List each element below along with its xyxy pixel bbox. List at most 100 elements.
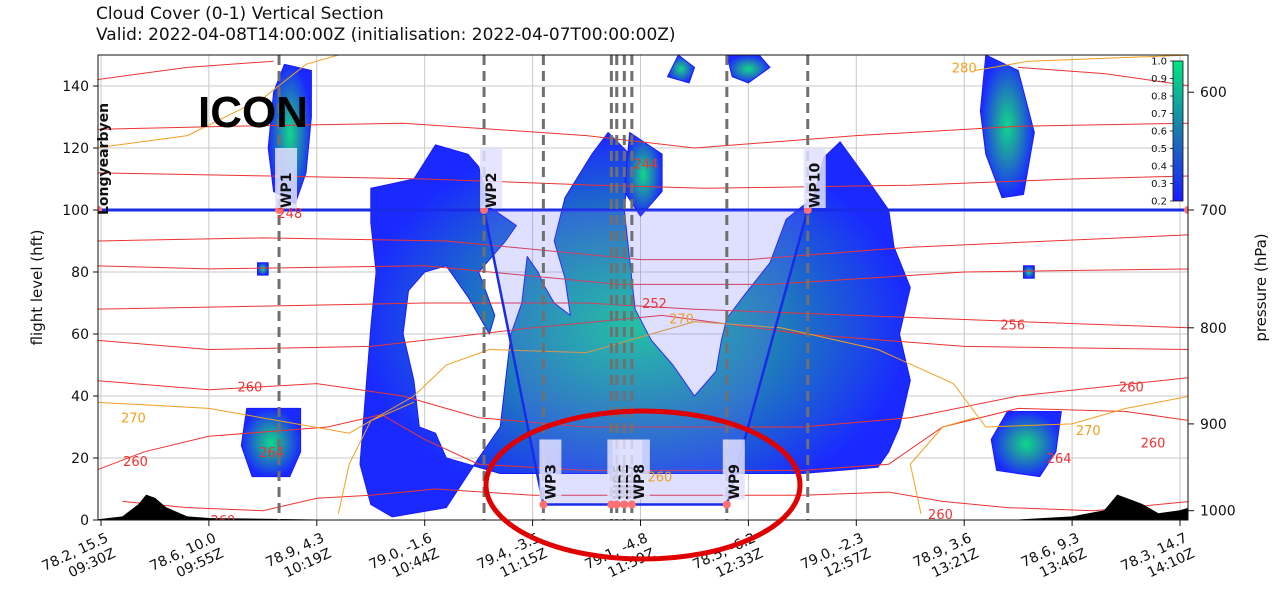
cloud-west-lower [240, 407, 302, 478]
colorbar: 0.2 0.3 0.4 0.5 0.6 0.7 0.8 0.9 1.0 [1151, 57, 1184, 208]
title-line-1: Cloud Cover (0-1) Vertical Section [96, 4, 384, 24]
contour-label: 270 [121, 412, 146, 427]
isotherm-line [974, 55, 1188, 71]
route-segment [482, 209, 545, 505]
isotherm-line [1018, 66, 1188, 87]
highlight-circle [483, 408, 803, 562]
waypoint-marker [612, 500, 621, 509]
cloud-speck-east [1023, 265, 1035, 279]
colorbar-tick-label: 0.3 [1151, 179, 1167, 190]
colorbar-tick-label: 0.9 [1151, 74, 1167, 85]
contour-label: 280 [952, 61, 977, 76]
terrain-profile [98, 494, 1188, 520]
isotherm-line [98, 234, 1188, 261]
cloud-top-right [726, 55, 771, 84]
waypoint-label-box [275, 148, 298, 208]
origin-label: Longyearbyen [96, 103, 112, 215]
waypoint-label: WP2 [484, 173, 500, 208]
model-label: ICON [198, 88, 308, 137]
x-tick-label: 78.9, 4.310:19Z [263, 530, 333, 581]
y-tick-label: 140 [62, 79, 89, 95]
y-tick-label: 20 [71, 451, 89, 467]
isotherm-line [98, 122, 1188, 149]
chart-title: Cloud Cover (0-1) Vertical Section Valid… [96, 4, 676, 46]
colorbar-tick-label: 1.0 [1151, 57, 1167, 68]
waypoint-marker [722, 500, 731, 509]
x-tick-label: 78.6, 10.009:55Z [147, 530, 226, 581]
pressure-tick-label: 900 [1200, 417, 1227, 433]
waypoint-marker [627, 500, 636, 509]
contour-label: 260 [928, 508, 953, 523]
y-axis-label: flight level (hft) [28, 230, 46, 346]
x-tick-label: 78.3, 14.714:10Z [1119, 530, 1198, 581]
waypoint-label-box [803, 148, 826, 208]
flight-route: WP1WP2WP3WP5WP6WP7WP8WP9WP10 [98, 55, 1188, 520]
colorbar-tick-label: 0.5 [1151, 144, 1167, 155]
cloud-top-left [667, 55, 695, 84]
contour-label: 264 [1047, 452, 1072, 467]
contour-label: 260 [1141, 437, 1166, 452]
waypoint-label: WP3 [543, 464, 559, 499]
contour-label: 270 [669, 313, 694, 328]
x-tick-label: 79.0, -1.610:44Z [367, 530, 442, 581]
pressure-axis-label: pressure (hPa) [1252, 233, 1270, 341]
upper-cloud-center [623, 132, 663, 217]
pressure-tick-label: 700 [1200, 203, 1227, 219]
waypoint-label: WP10 [808, 163, 824, 208]
x-tick-label: 79.0, -2.312:57Z [798, 530, 873, 581]
contour-label: 244 [633, 158, 658, 173]
colorbar-tick-label: 0.8 [1151, 92, 1167, 103]
y-tick-label: 40 [71, 389, 89, 405]
waypoint-label-box [722, 439, 745, 500]
waypoint-marker [620, 500, 629, 509]
route-end-marker [1184, 206, 1188, 214]
contour-label: 256 [1000, 319, 1025, 334]
route-start-marker [98, 206, 102, 214]
y-tick-label: 120 [62, 141, 89, 157]
x-tick-label: 78.6, 9.313:46Z [1019, 530, 1089, 581]
contour-label: 260 [1119, 381, 1144, 396]
waypoint-label: WP1 [279, 173, 295, 208]
colorbar-bar [1172, 60, 1184, 202]
contour-label: 260 [211, 514, 236, 529]
terrain [98, 494, 1188, 520]
x-tick-label: 78.9, 3.613:21Z [911, 530, 981, 581]
isotherm-line [122, 488, 1188, 512]
contour-label: 252 [642, 297, 667, 312]
cloud-east-upper [979, 55, 1035, 199]
contour-label: 260 [648, 471, 673, 486]
isotherm-line [98, 377, 1188, 428]
isotherm-line [98, 407, 1188, 471]
temperature-contours [98, 55, 1188, 514]
title-line-2: Valid: 2022-04-08T14:00:00Z (initialisat… [96, 25, 676, 45]
colorbar-tick-label: 0.2 [1151, 197, 1167, 208]
y-tick-label: 100 [62, 203, 89, 219]
contour-label: 270 [1076, 424, 1101, 439]
isotherm-line [98, 55, 339, 149]
waypoint-label: WP8 [632, 464, 648, 499]
cloud-speck-west [257, 262, 269, 276]
waypoint-label-box [539, 439, 562, 500]
colorbar-tick-label: 0.7 [1151, 109, 1167, 120]
waypoint-marker [539, 500, 548, 509]
y-tick-label: 80 [71, 265, 89, 281]
isotherm-line [909, 417, 976, 514]
contour-label: 260 [123, 455, 148, 470]
contour-label: 260 [237, 381, 262, 396]
plot-frame [97, 54, 1189, 521]
x-tick-label: 78.2, 15.509:30Z [40, 530, 119, 581]
colorbar-tick-label: 0.4 [1151, 162, 1167, 173]
isotherm-line [337, 401, 415, 514]
waypoint-label-box [480, 148, 503, 208]
colorbar-tick-label: 0.6 [1151, 127, 1167, 138]
isotherm-line [98, 265, 1188, 285]
pressure-tick-label: 800 [1200, 321, 1227, 337]
plot-area: WP1WP2WP3WP5WP6WP7WP8WP9WP10 24824425227… [98, 55, 1188, 529]
y-tick-label: 60 [71, 327, 89, 343]
contour-label: 248 [277, 207, 302, 222]
y-tick-label: 0 [80, 513, 89, 529]
cloud-east-lower [990, 411, 1062, 478]
isotherm-line [98, 314, 1188, 351]
